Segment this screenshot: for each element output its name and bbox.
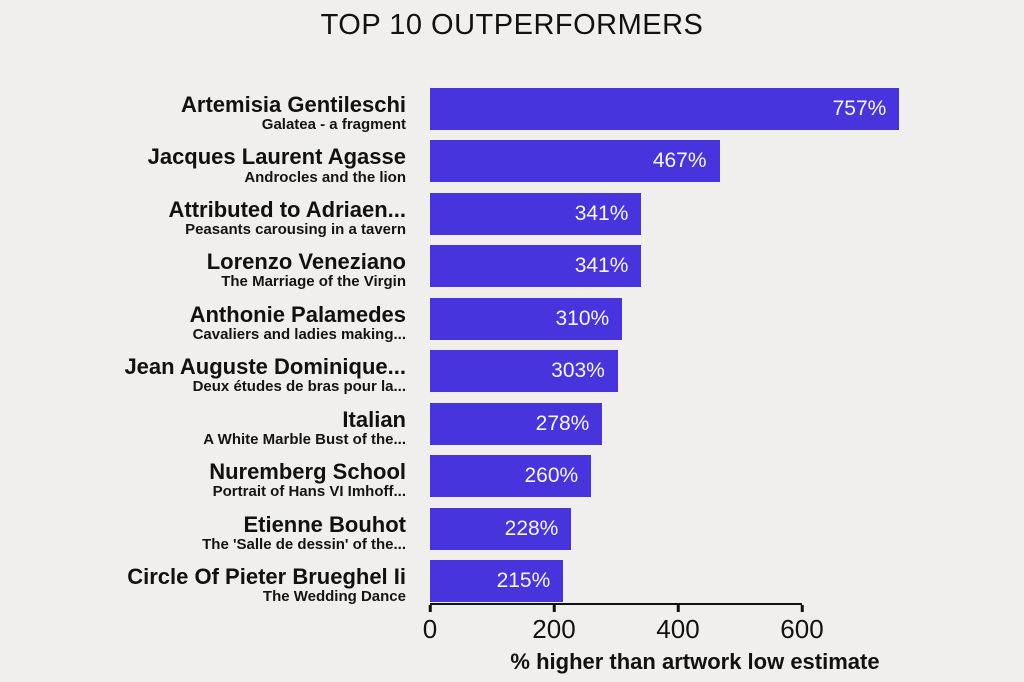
artwork-label: A White Marble Bust of the... [203, 430, 406, 448]
bar-track: 467% [430, 140, 1024, 183]
chart-row: Anthonie Palamedes Cavaliers and ladies m… [0, 297, 1024, 350]
x-axis-line [430, 603, 802, 605]
x-tick-label: 400 [656, 614, 700, 644]
artist-label: Anthonie Palamedes [189, 301, 406, 327]
artist-label: Attributed to Adriaen... [168, 196, 406, 222]
chart-row: Lorenzo Veneziano The Marriage of the Vir… [0, 245, 1024, 297]
bar-value-label: 341% [574, 201, 629, 225]
bar-value-label: 260% [524, 464, 579, 488]
bar: 260% [430, 455, 592, 498]
row-label-block: Attributed to Adriaen... Peasants carousi… [0, 193, 406, 239]
x-tick-label: 0 [422, 614, 438, 644]
row-label-block: Etienne Bouhot The 'Salle de dessin' of t… [0, 508, 406, 554]
chart-row: Nuremberg School Portrait of Hans VI Imho… [0, 455, 1024, 507]
artist-label: Artemisia Gentileschi [181, 92, 406, 117]
chart-row: Jean Auguste Dominique... Deux études de … [0, 350, 1024, 402]
bar-value-label: 303% [551, 359, 605, 383]
chart-row: Artemisia Gentileschi Galatea - a fragmen… [0, 88, 1024, 140]
bar-track: 215% [430, 559, 1024, 602]
row-label-block: Nuremberg School Portrait of Hans VI Imho… [0, 455, 406, 501]
x-axis: 0 200 400 600 [423, 603, 970, 649]
chart-row: Italian A White Marble Bust of the... 278% [0, 402, 1024, 455]
x-tick-label: 600 [780, 614, 824, 644]
row-label-block: Artemisia Gentileschi Galatea - a fragmen… [0, 88, 406, 134]
x-tick-mark [800, 605, 804, 612]
bar-value-label: 278% [535, 411, 590, 435]
artist-label: Jacques Laurent Agasse [147, 144, 406, 170]
bar: 278% [430, 402, 603, 445]
artist-label: Italian [342, 406, 406, 432]
bar-value-label: 215% [496, 568, 551, 592]
artwork-label: The Wedding Dance [262, 588, 406, 606]
bar: 341% [430, 192, 642, 235]
bar: 341% [430, 245, 642, 288]
bar-track: 260% [430, 455, 1024, 498]
row-label-block: Italian A White Marble Bust of the... [0, 403, 406, 449]
bar-track: 228% [430, 507, 1024, 550]
x-tick-mark [552, 605, 556, 612]
chart-row: Jacques Laurent Agasse Androcles and the … [0, 140, 1024, 192]
chart-row: Attributed to Adriaen... Peasants carousi… [0, 192, 1024, 245]
bar: 310% [430, 297, 623, 340]
row-label-block: Circle Of Pieter Brueghel Ii The Wedding … [0, 560, 406, 606]
artwork-label: Deux études de bras pour la... [192, 378, 406, 396]
x-axis-label: % higher than artwork low estimate [510, 649, 880, 674]
bar-value-label: 467% [652, 149, 707, 173]
bar-track: 310% [430, 297, 1024, 340]
artwork-label: Portrait of Hans VI Imhoff... [212, 483, 406, 501]
row-label-block: Jacques Laurent Agasse Androcles and the … [0, 140, 406, 186]
bar: 467% [430, 140, 720, 183]
artist-label: Circle Of Pieter Brueghel Ii [127, 563, 406, 589]
x-tick-mark [428, 605, 432, 612]
artwork-label: The Marriage of the Virgin [221, 273, 406, 291]
artwork-label: The 'Salle de dessin' of the... [202, 535, 406, 553]
bar: 303% [430, 350, 618, 393]
artwork-label: Galatea - a fragment [261, 116, 406, 134]
artwork-label: Cavaliers and ladies making... [192, 325, 406, 343]
x-tick-mark [676, 605, 680, 612]
bar-track: 341% [430, 192, 1024, 235]
artist-label: Nuremberg School [209, 459, 406, 485]
bar-value-label: 310% [555, 306, 610, 330]
chart-row: Etienne Bouhot The 'Salle de dessin' of t… [0, 507, 1024, 560]
bar-value-label: 757% [832, 97, 887, 120]
bar-value-label: 341% [574, 254, 629, 278]
x-tick-label: 200 [532, 614, 576, 644]
artwork-label: Peasants carousing in a tavern [185, 220, 406, 238]
bar-rows-container: Artemisia Gentileschi Galatea - a fragmen… [0, 88, 1024, 612]
bar: 757% [430, 88, 900, 130]
row-label-block: Lorenzo Veneziano The Marriage of the Vir… [0, 245, 406, 291]
artist-label: Etienne Bouhot [243, 511, 406, 537]
artwork-label: Androcles and the lion [244, 168, 406, 186]
bar: 215% [430, 559, 564, 602]
bar-track: 341% [430, 245, 1024, 288]
bar-track: 757% [430, 88, 1024, 130]
bar: 228% [430, 507, 572, 550]
artist-label: Jean Auguste Dominique... [124, 354, 406, 380]
artist-label: Lorenzo Veneziano [206, 249, 406, 275]
chart-row: Circle Of Pieter Brueghel Ii The Wedding … [0, 559, 1024, 612]
row-label-block: Jean Auguste Dominique... Deux études de … [0, 350, 406, 396]
row-label-block: Anthonie Palamedes Cavaliers and ladies m… [0, 298, 406, 344]
chart-title: TOP 10 OUTPERFORMERS [320, 9, 704, 41]
bar-track: 303% [430, 350, 1024, 393]
bar-value-label: 228% [504, 516, 559, 540]
bar-track: 278% [430, 402, 1024, 445]
